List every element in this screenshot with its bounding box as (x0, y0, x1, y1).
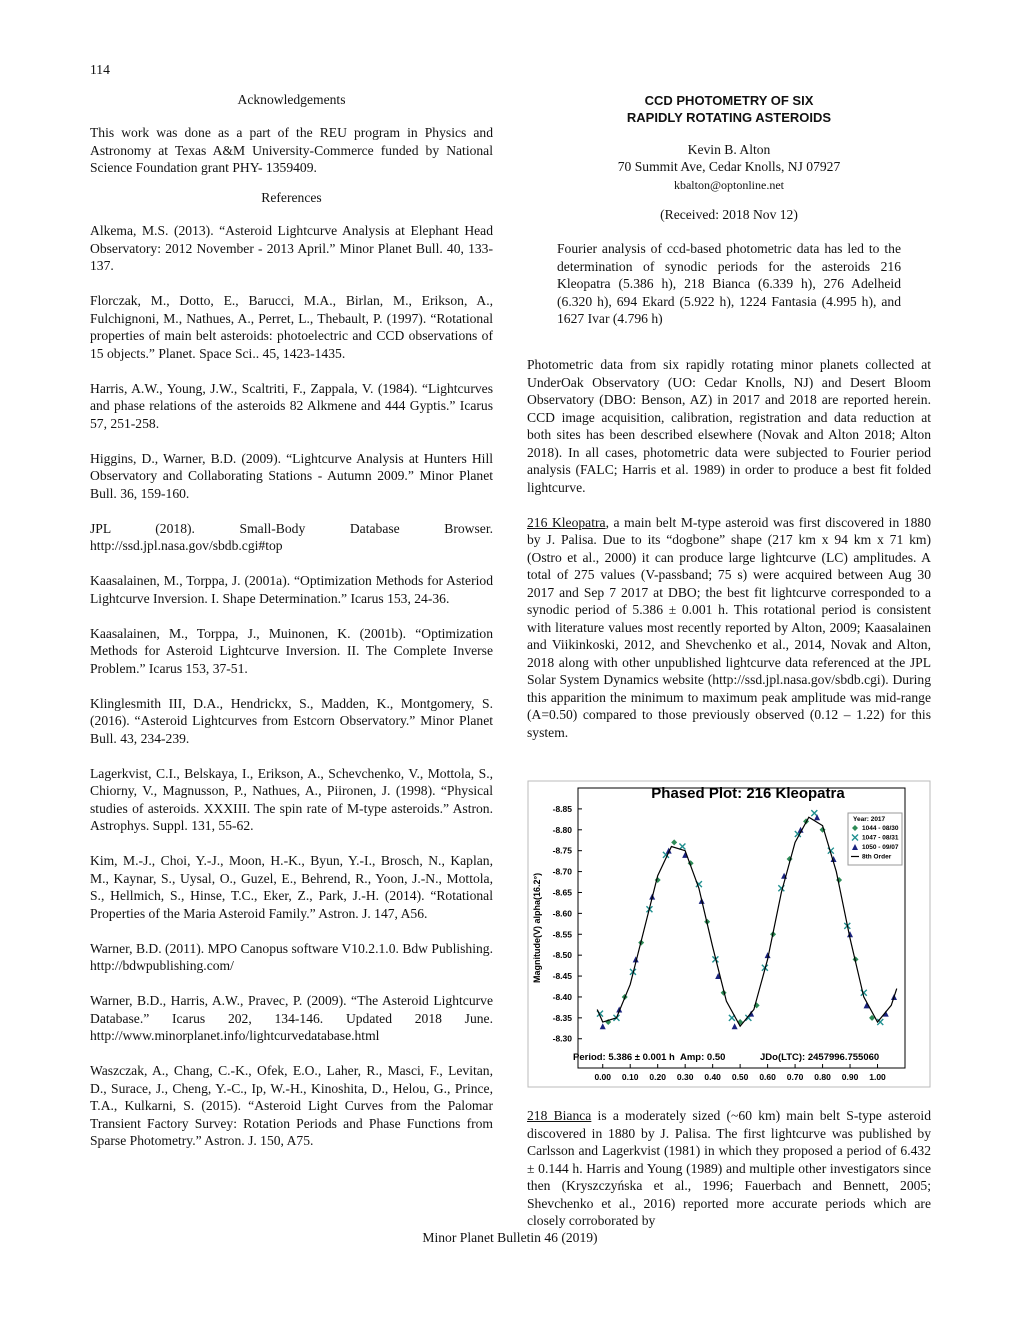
object-name: 216 Kleopatra (527, 514, 606, 530)
legend-label: 1047 - 08/31 (862, 835, 899, 842)
reference: Kaasalainen, M., Torppa, J., Muinonen, K… (90, 625, 493, 676)
ref-heading: References (261, 190, 322, 205)
data-point (599, 1023, 606, 1030)
reference: JPL (2018). Small-Body Database Browser.… (90, 520, 493, 554)
ack-heading: Acknowledgements (237, 92, 346, 107)
data-point (665, 847, 672, 854)
data-point (797, 826, 804, 833)
data-point (715, 973, 722, 980)
y-axis-label: Magnitude(V) alpha(16.2°) (532, 873, 542, 983)
paragraph-text: , a main belt M-type asteroid was first … (527, 514, 931, 740)
x-tick-label: 1.00 (869, 1072, 886, 1082)
data-point (678, 843, 686, 851)
plot-area (577, 787, 906, 1069)
data-point (731, 1023, 738, 1030)
reference: Higgins, D., Warner, B.D. (2009). “Light… (90, 450, 493, 501)
data-point (863, 1002, 870, 1009)
title-line: CCD PHOTOMETRY OF SIX (644, 93, 814, 108)
x-tick-label: 0.90 (842, 1072, 859, 1082)
data-point (616, 1006, 623, 1013)
y-tick-label: -8.65 (553, 887, 573, 897)
x-tick-label: 0.40 (704, 1072, 721, 1082)
legend-label: 1044 - 08/30 (862, 825, 899, 832)
legend-swatch (852, 844, 858, 850)
data-point (737, 1019, 744, 1026)
data-point (882, 1010, 889, 1017)
title-line: RAPIDLY ROTATING ASTEROIDS (626, 110, 832, 125)
data-point (632, 956, 639, 963)
legend-label: 1050 - 09/07 (862, 844, 899, 851)
paragraph-text: is a moderately sized (~60 km) main belt… (527, 1108, 932, 1228)
reference: Warner, B.D., Harris, A.W., Pravec, P. (… (90, 993, 493, 1043)
y-tick-label: -8.85 (553, 804, 573, 814)
x-tick-label: 0.80 (814, 1072, 831, 1082)
abstract: Fourier analysis of ccd-based photometri… (557, 241, 901, 326)
y-tick-label: -8.80 (553, 825, 573, 835)
data-point (814, 814, 821, 821)
paragraph-text: Photometric data from six rapidly rotati… (527, 357, 931, 495)
reference: Alkema, M.S. (2013). “Asteroid Lightcurv… (90, 223, 493, 273)
reference: Harris, A.W., Young, J.W., Scaltriti, F.… (90, 380, 493, 431)
body-text: 218 Bianca is a moderately sized (~60 km… (527, 1107, 931, 1247)
reference: Lagerkvist, C.I., Belskaya, I., Erikson,… (90, 765, 493, 834)
ack-text: This work was done as a part of the REU … (90, 125, 493, 175)
reference: Waszczak, A., Chang, C.-K., Ofek, E.O., … (90, 1063, 493, 1148)
y-tick-label: -8.30 (553, 1034, 573, 1044)
x-tick-label: 0.20 (649, 1072, 666, 1082)
chart-title: Phased Plot: 216 Kleopatra (651, 785, 845, 802)
article-title: CCD PHOTOMETRY OF SIX RAPIDLY ROTATING AS… (527, 92, 931, 126)
annotation: Amp: 0.50 (680, 1052, 725, 1063)
data-point (810, 809, 818, 817)
chart: Phased Plot: 216 Kleopatra Magnitude(V) … (527, 780, 931, 1088)
data-point (830, 856, 837, 863)
data-point (876, 1018, 884, 1026)
paragraph: 216 Kleopatra, a main belt M-type astero… (527, 514, 931, 742)
y-tick-label: -8.55 (553, 929, 573, 939)
y-tick-label: -8.45 (553, 971, 573, 981)
y-tick-label: -8.50 (553, 950, 573, 960)
reference: Klinglesmith III, D.A., Hendrickx, S., M… (90, 695, 493, 746)
reference: Kim, M.-J., Choi, Y.-J., Moon, H.-K., By… (90, 853, 493, 921)
x-tick-label: 0.30 (677, 1072, 694, 1082)
object-name: 218 Bianca (527, 1108, 592, 1123)
y-tick-label: -8.70 (553, 867, 573, 877)
legend-label: 8th Order (862, 854, 892, 861)
address: 70 Summit Ave, Cedar Knolls, NJ 07927 (617, 159, 841, 174)
body-text: Photometric data from six rapidly rotati… (527, 356, 931, 759)
x-tick-label: 0.60 (759, 1072, 776, 1082)
x-tick-label: 0.70 (787, 1072, 804, 1082)
reference: Florczak, M., Dotto, E., Barucci, M.A., … (90, 293, 493, 361)
y-tick-label: -8.40 (553, 992, 573, 1002)
legend-swatch (852, 825, 858, 831)
legend-swatch (851, 834, 859, 841)
reference: Kaasalainen, M., Torppa, J. (2001a). “Op… (90, 573, 493, 606)
data-point (764, 952, 771, 959)
references: Alkema, M.S. (2013). “Asteroid Lightcurv… (90, 222, 493, 1167)
footer: Minor Planet Bulletin 46 (2019) (422, 1230, 598, 1245)
y-tick-label: -8.35 (553, 1013, 573, 1023)
x-tick-label: 0.50 (732, 1072, 749, 1082)
data-point (827, 847, 835, 855)
reference: Warner, B.D. (2011). MPO Canopus softwar… (90, 940, 493, 974)
x-tick-label: 0.00 (594, 1072, 611, 1082)
x-tick-label: 0.10 (622, 1072, 639, 1082)
y-tick-label: -8.75 (553, 846, 573, 856)
annotation: JDo(LTC): 2457996.755060 (760, 1052, 879, 1063)
paragraph: 218 Bianca is a moderately sized (~60 km… (527, 1107, 931, 1230)
received: (Received: 2018 Nov 12) (660, 207, 798, 222)
page-number: 114 (90, 62, 110, 77)
author: Kevin B. Alton (687, 142, 771, 157)
annotation: Period: 5.386 ± 0.001 h (573, 1052, 675, 1063)
paragraph: Photometric data from six rapidly rotati… (527, 356, 931, 496)
email: kbalton@optonline.net (673, 178, 785, 192)
data-point (847, 931, 854, 938)
fit-curve (596, 816, 898, 1028)
data-point (671, 839, 678, 846)
data-point (869, 1014, 876, 1021)
legend-title: Year: 2017 (853, 816, 886, 823)
y-tick-label: -8.60 (553, 908, 573, 918)
